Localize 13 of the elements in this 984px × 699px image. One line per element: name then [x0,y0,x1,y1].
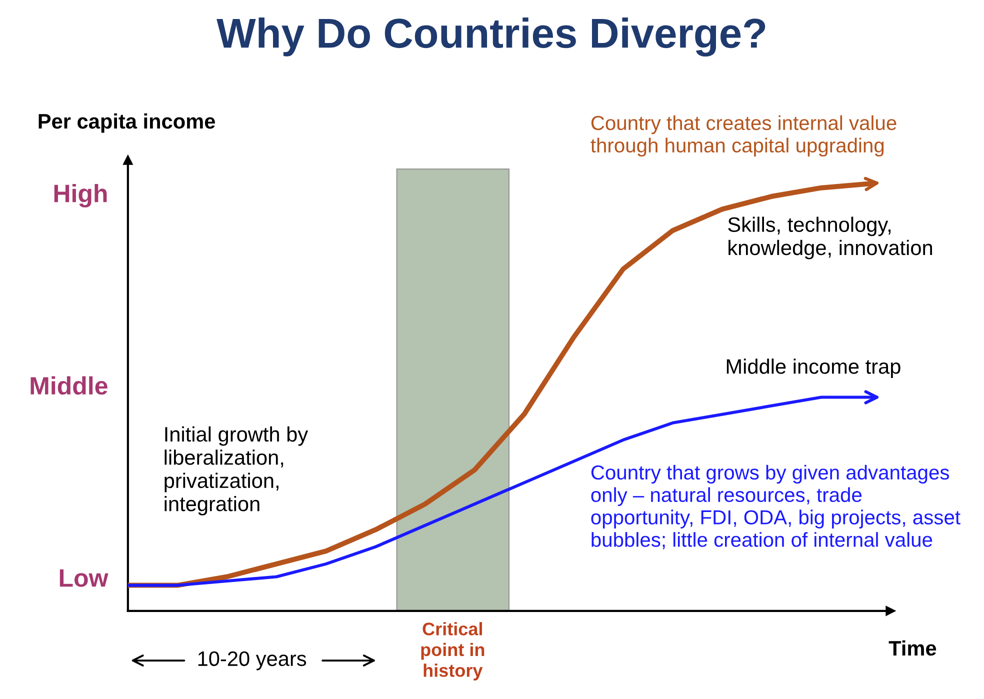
text: Middle [30,376,108,395]
text: 10-20 years [198,651,306,670]
annotation: Skills, technology, knowledge, innovation [728,216,932,260]
text: High [54,184,107,208]
series-label: Country that creates internal value through human capital upgrading [590,115,896,157]
text: Critical point in history [421,622,484,680]
annotation: Initial growth by liberalization, privatization, integration [164,426,308,516]
annotation: Middle income trap [726,358,900,378]
x-axis-title: Time [888,640,936,656]
series-label: Country that grows by given advantages only – natural resources, trade opportunity, FDI, ODA, big projects, asset bubbles; little creation of internal value [591,464,960,550]
y-axis-title: Per capita income [38,113,215,133]
chart-title: Why Do Countries Diverge? [216,17,766,56]
text: Low [60,569,108,587]
